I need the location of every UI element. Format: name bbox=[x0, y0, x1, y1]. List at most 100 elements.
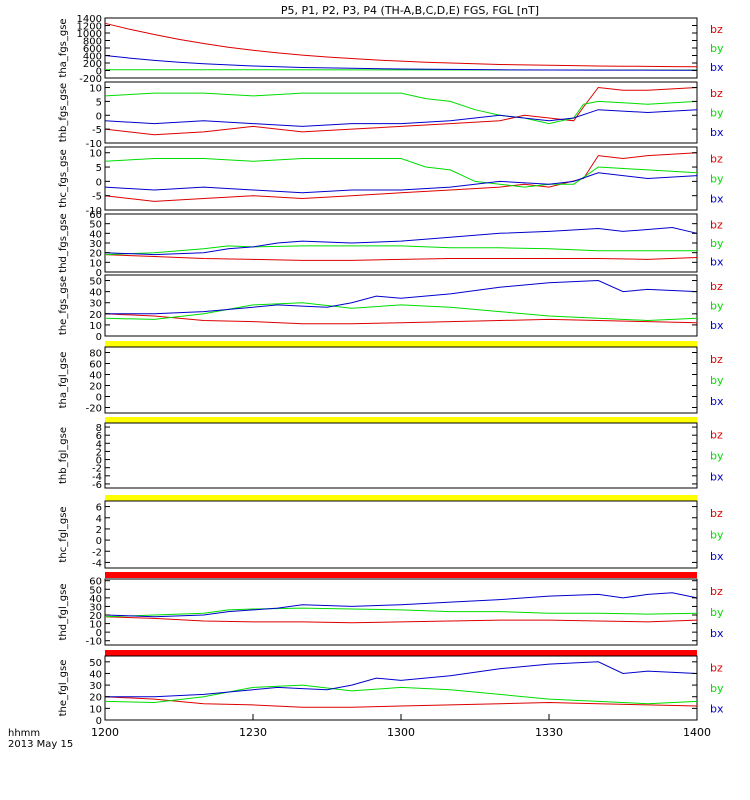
y-tick-label: 0 bbox=[96, 111, 102, 122]
y-tick-label: 80 bbox=[89, 349, 102, 360]
y-tick-label: 0 bbox=[96, 628, 102, 639]
panel-frame bbox=[104, 213, 698, 273]
series-bz bbox=[104, 616, 698, 624]
legend-by: by bbox=[710, 237, 724, 250]
legend-bz: bz bbox=[710, 280, 723, 293]
panel-frame bbox=[104, 578, 698, 646]
y-axis-label: thc_fgs_gse bbox=[58, 149, 69, 208]
panel-frame bbox=[104, 655, 698, 721]
y-axis-label: tha_fgs_gse bbox=[58, 18, 69, 77]
y-axis-label: thc_fgl_gse bbox=[58, 506, 69, 562]
y-tick-label: 20 bbox=[89, 249, 102, 260]
y-tick-label: -10 bbox=[86, 206, 102, 217]
panel-frame bbox=[104, 274, 698, 337]
status-bar bbox=[105, 417, 697, 423]
y-tick-label: -5 bbox=[92, 125, 102, 136]
status-bar bbox=[105, 572, 697, 578]
y-tick-label: 2 bbox=[96, 447, 102, 458]
legend-bx: bx bbox=[710, 126, 724, 139]
series-bz bbox=[104, 86, 698, 136]
legend-bz: bz bbox=[710, 23, 723, 36]
y-axis-label: the_fgl_gse bbox=[58, 660, 69, 717]
legend-bx: bx bbox=[710, 702, 724, 715]
y-axis-label: tha_fgl_gse bbox=[58, 352, 69, 409]
y-tick-label: 30 bbox=[89, 299, 102, 310]
legend-bx: bx bbox=[710, 550, 724, 563]
status-bar bbox=[105, 495, 697, 501]
panel-thc_fgs_gse: 10 5 0 -5 -10 thc_fgs_gse bz by bx bbox=[58, 146, 724, 217]
status-bar bbox=[105, 341, 697, 347]
y-tick-label: -20 bbox=[86, 404, 102, 415]
x-tick-label: 1300 bbox=[387, 726, 415, 739]
series-bz bbox=[104, 254, 698, 261]
y-tick-label: 8 bbox=[96, 423, 102, 434]
y-tick-label: 40 bbox=[89, 594, 102, 605]
y-tick-label: 10 bbox=[89, 84, 102, 95]
series-bx bbox=[104, 226, 698, 256]
y-tick-label: 10 bbox=[89, 704, 102, 715]
legend-by: by bbox=[710, 173, 724, 186]
y-tick-label: 0 bbox=[96, 177, 102, 188]
plot-title: P5, P1, P2, P3, P4 (TH-A,B,C,D,E) FGS, F… bbox=[281, 4, 539, 17]
legend-by: by bbox=[710, 450, 724, 463]
y-tick-label: 50 bbox=[89, 220, 102, 231]
y-tick-label: 30 bbox=[89, 681, 102, 692]
legend-bz: bz bbox=[710, 152, 723, 165]
series-bx bbox=[105, 661, 698, 698]
y-tick-label: 30 bbox=[89, 239, 102, 250]
series-bz bbox=[104, 696, 698, 708]
y-axis-label: the_fgs_gse bbox=[58, 276, 69, 335]
y-tick-label: 0 bbox=[96, 393, 102, 404]
series-bx bbox=[104, 109, 698, 127]
date-label: 2013 May 15 bbox=[8, 739, 73, 750]
series-bz bbox=[104, 22, 698, 68]
legend-bx: bx bbox=[710, 319, 724, 332]
panel-frame bbox=[104, 81, 698, 144]
legend-by: by bbox=[710, 300, 724, 313]
legend-by: by bbox=[710, 107, 724, 120]
y-tick-label: 1000 bbox=[77, 29, 102, 40]
y-tick-label: 20 bbox=[89, 382, 102, 393]
series-bx bbox=[104, 592, 698, 618]
series-bz bbox=[104, 313, 698, 325]
series-bx bbox=[105, 279, 698, 315]
y-tick-label: 0 bbox=[96, 67, 102, 78]
y-tick-label: -5 bbox=[92, 192, 102, 203]
panel-frame bbox=[104, 422, 698, 489]
y-tick-label: -2 bbox=[92, 464, 102, 475]
legend-bx: bx bbox=[710, 627, 724, 640]
y-tick-label: 50 bbox=[89, 277, 102, 288]
y-tick-label: 1400 bbox=[77, 14, 102, 25]
status-bar bbox=[105, 650, 697, 656]
panel-frame bbox=[104, 346, 698, 414]
y-tick-label: 60 bbox=[89, 360, 102, 371]
series-bx bbox=[104, 172, 698, 194]
y-axis-label: thb_fgs_gse bbox=[58, 83, 69, 142]
y-tick-label: 4 bbox=[96, 514, 102, 525]
y-tick-label: 60 bbox=[89, 577, 102, 588]
y-tick-label: 50 bbox=[89, 658, 102, 669]
y-tick-label: -10 bbox=[86, 139, 102, 150]
y-tick-label: 4 bbox=[96, 439, 102, 450]
y-tick-label: 30 bbox=[89, 602, 102, 613]
y-tick-label: 10 bbox=[89, 620, 102, 631]
panel-frame bbox=[104, 146, 698, 211]
y-axis-label: thb_fgl_gse bbox=[58, 427, 69, 484]
y-tick-label: 10 bbox=[89, 149, 102, 160]
y-tick-label: 20 bbox=[89, 310, 102, 321]
y-tick-label: -4 bbox=[92, 558, 102, 569]
y-tick-label: 40 bbox=[89, 229, 102, 240]
y-tick-label: 40 bbox=[89, 288, 102, 299]
y-tick-label: 40 bbox=[89, 669, 102, 680]
legend-bz: bz bbox=[710, 218, 723, 231]
legend-bz: bz bbox=[710, 662, 723, 675]
legend-by: by bbox=[710, 529, 724, 542]
y-tick-label: -200 bbox=[79, 74, 102, 85]
